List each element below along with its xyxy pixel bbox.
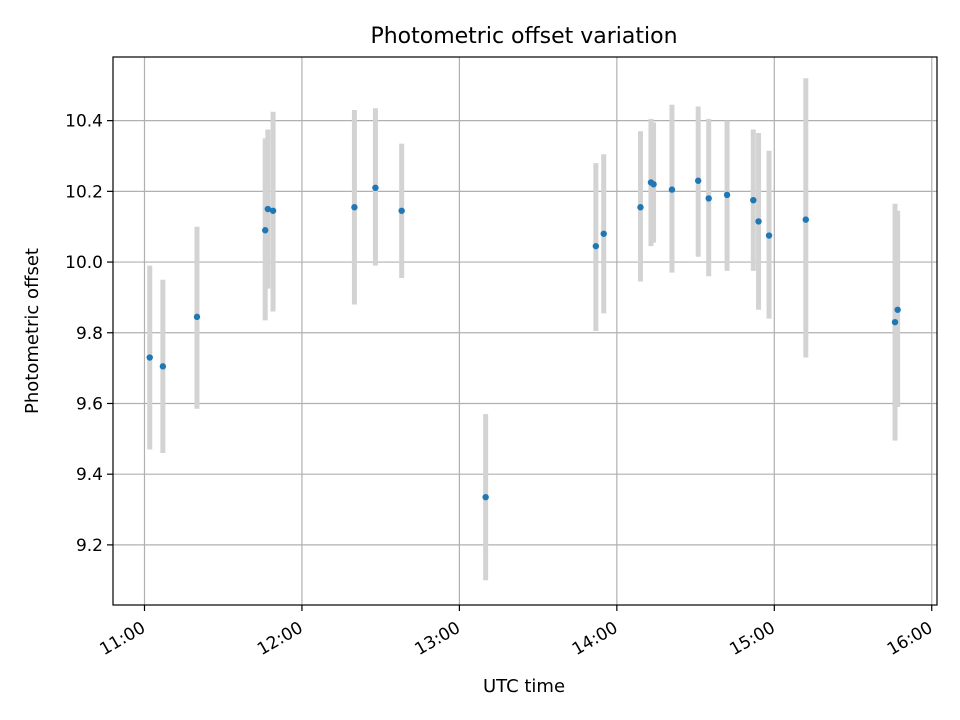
data-point: [193, 313, 201, 321]
data-point: [650, 181, 657, 188]
x-tick-label: 11:00: [97, 618, 149, 660]
x-tick-label: 13:00: [411, 618, 463, 660]
y-axis-ticks: 9.2 9.4 9.6 9.8 10.0 10.2 10.4: [65, 112, 113, 556]
y-tick-label: 9.2: [76, 536, 103, 556]
data-point: [705, 195, 712, 202]
y-tick-label: 10.4: [65, 112, 103, 132]
data-point: [269, 207, 277, 214]
y-tick-label: 10.2: [65, 182, 103, 202]
data-point: [802, 216, 809, 223]
data-point: [891, 318, 899, 326]
data-point: [146, 354, 153, 361]
data-point: [600, 230, 607, 237]
x-axis-label: UTC time: [483, 676, 565, 697]
y-tick-label: 10.0: [65, 253, 103, 273]
data-point: [398, 207, 405, 214]
data-point: [694, 177, 702, 184]
data-point: [750, 196, 757, 204]
data-point: [264, 205, 272, 213]
x-tick-label: 16:00: [884, 618, 936, 660]
plot-frame: [112, 56, 938, 606]
x-tick-label: 12:00: [254, 618, 306, 660]
data-point: [372, 184, 379, 192]
data-point: [592, 242, 600, 250]
data-point: [765, 232, 773, 239]
y-tick-label: 9.8: [76, 324, 103, 344]
data-point: [755, 218, 762, 225]
data-point: [668, 186, 676, 193]
data-points: [146, 177, 901, 501]
data-point: [351, 204, 358, 211]
data-point: [159, 363, 167, 370]
grid: [113, 57, 937, 605]
chart-title: Photometric offset variation: [370, 24, 677, 49]
error-bars: [147, 78, 901, 581]
data-point: [262, 227, 269, 234]
data-point: [894, 306, 901, 313]
y-axis-label: Photometric offset: [22, 248, 43, 414]
data-point: [723, 191, 731, 199]
x-tick-label: 14:00: [569, 618, 621, 660]
x-axis-ticks: 11:00 12:00 13:00 14:00 15:00 16:00: [97, 605, 936, 660]
data-point: [482, 493, 489, 501]
y-tick-label: 9.4: [76, 465, 103, 485]
data-point: [637, 204, 644, 211]
x-tick-label: 15:00: [726, 618, 778, 660]
y-tick-label: 9.6: [76, 394, 103, 414]
